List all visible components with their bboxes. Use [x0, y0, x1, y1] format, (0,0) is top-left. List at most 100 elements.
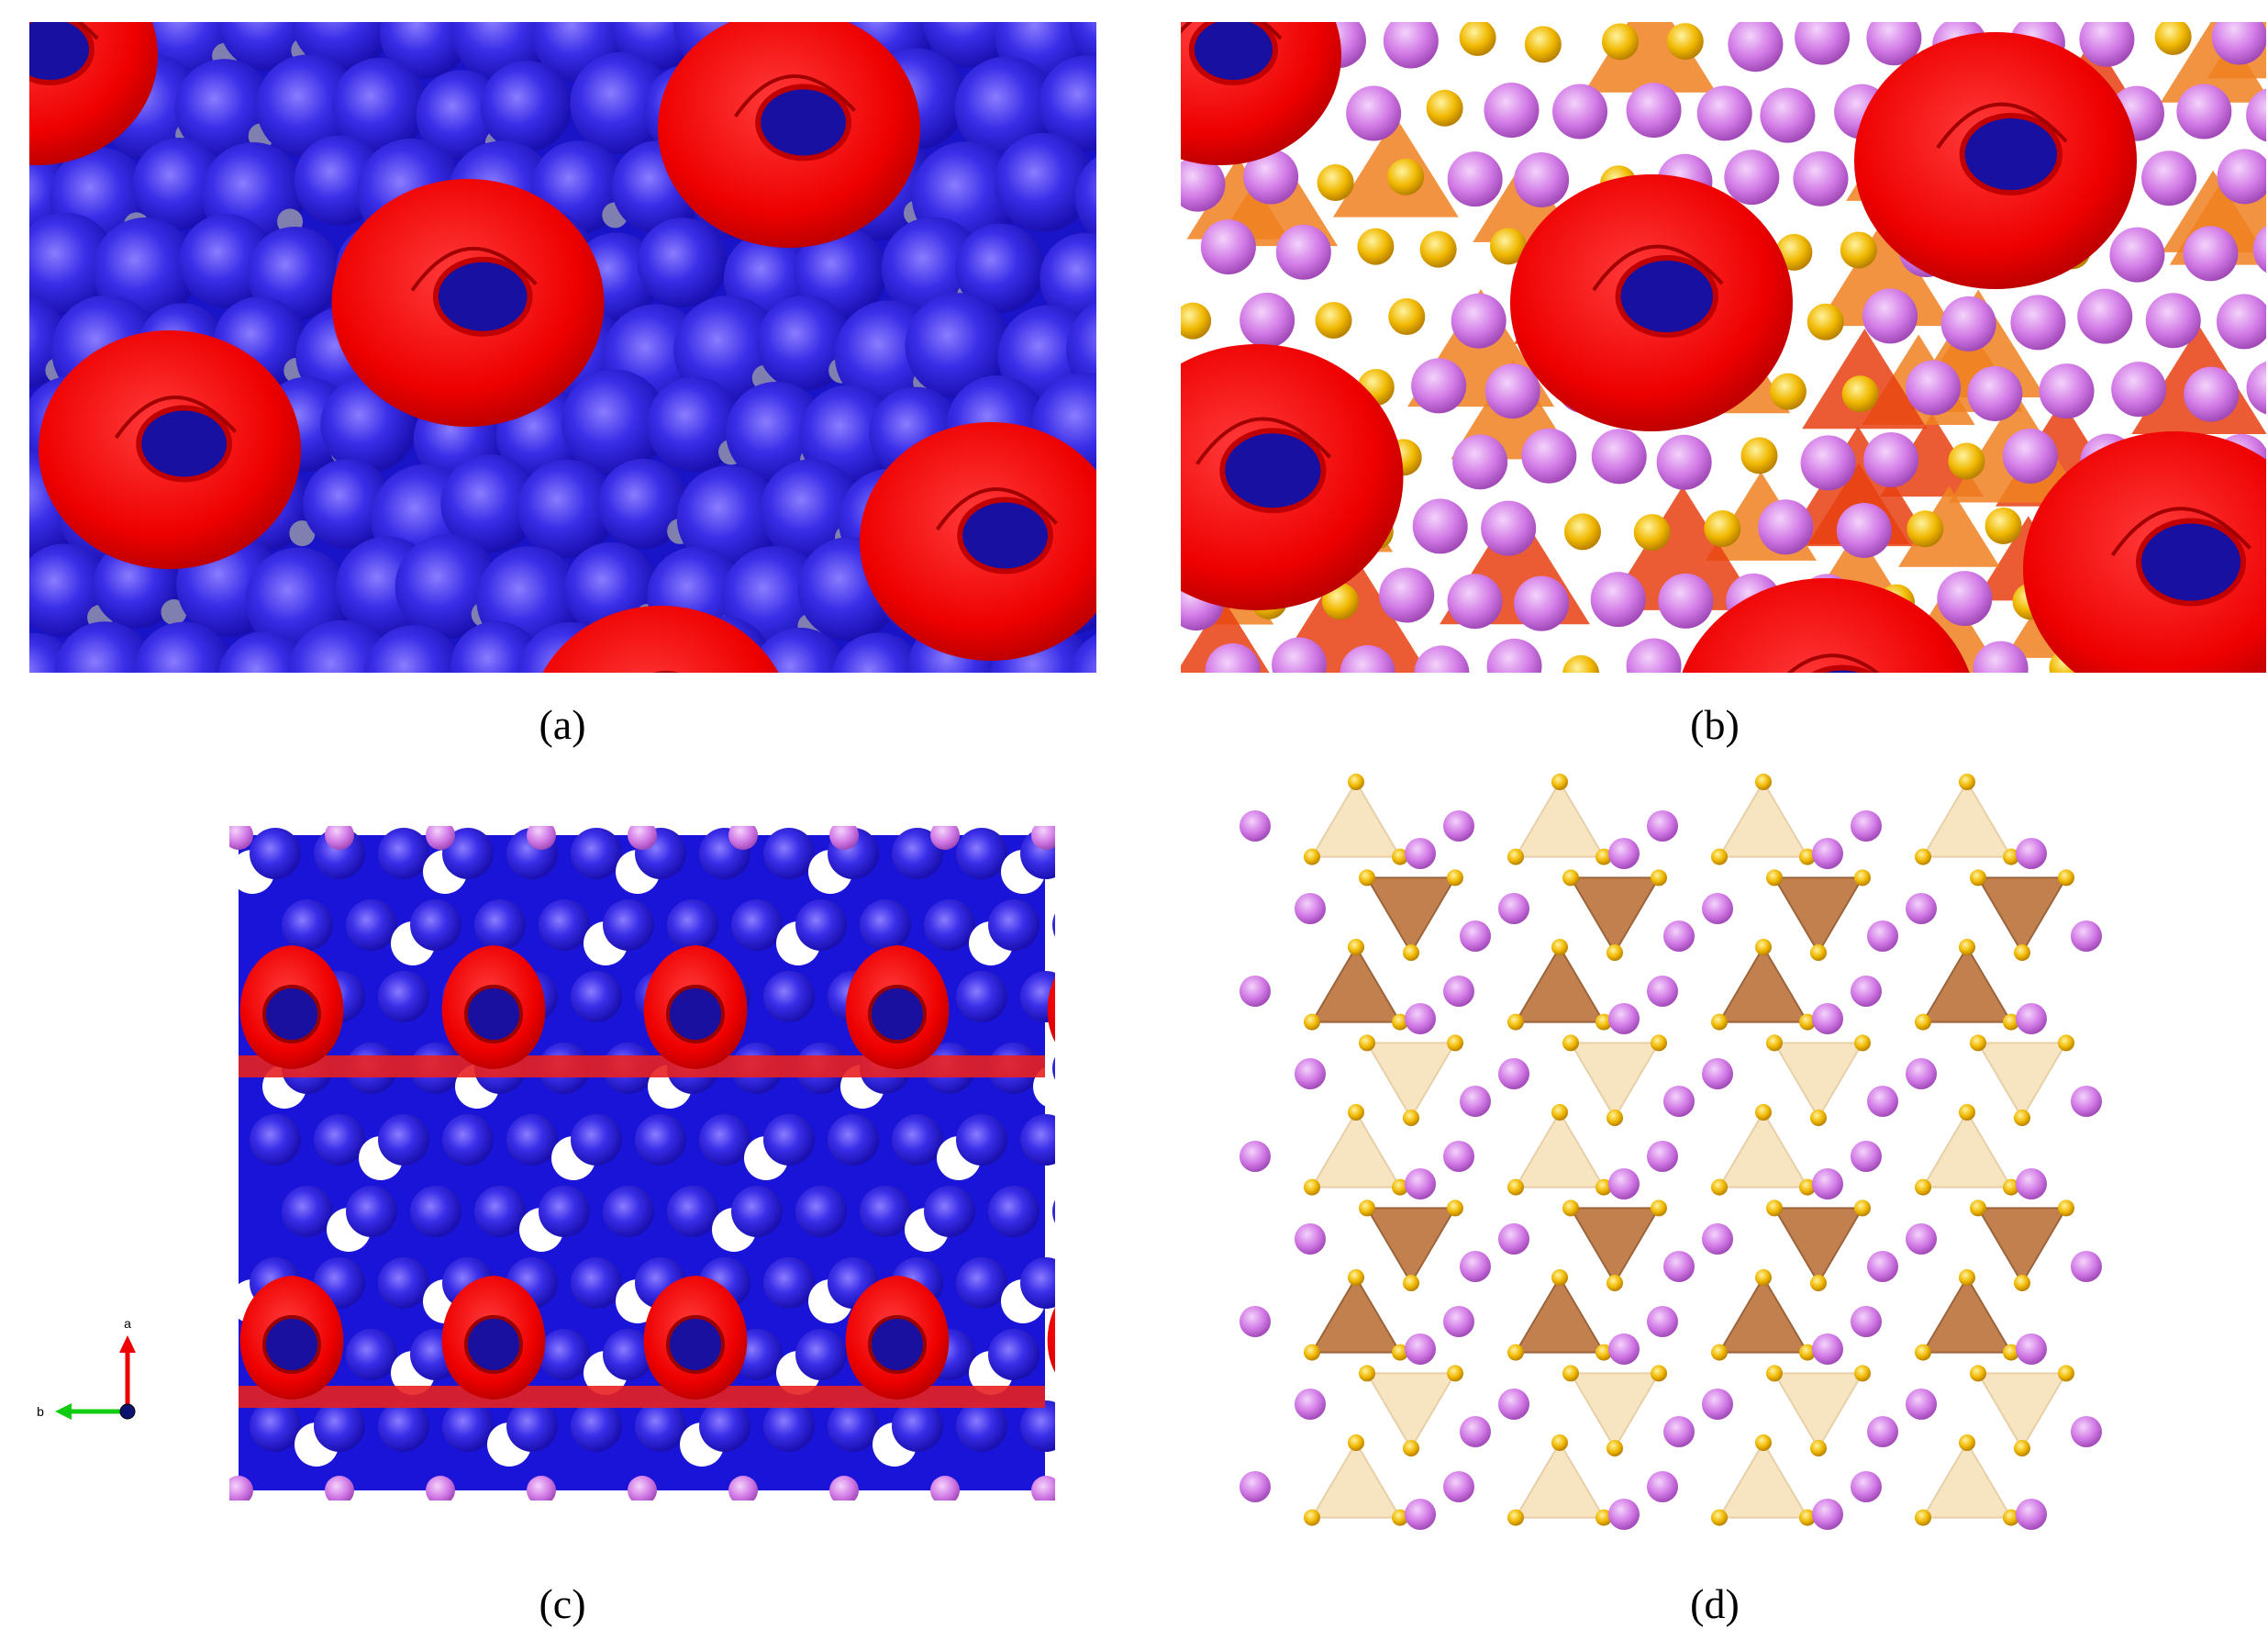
tetrahedron	[1514, 945, 1606, 1023]
atom-small	[1109, 293, 1135, 318]
edge-atom	[1031, 826, 1055, 850]
atom	[635, 1114, 686, 1166]
edge-atom	[426, 826, 455, 850]
atom	[570, 51, 673, 154]
atom	[795, 1186, 847, 1237]
atom-small	[1551, 939, 1568, 955]
atom-small	[1970, 869, 1986, 887]
atom	[1240, 292, 1295, 348]
atom-small	[1595, 1013, 1612, 1031]
atom	[250, 1400, 301, 1452]
atom-small	[1426, 89, 1463, 127]
atom	[1447, 574, 1503, 630]
axis-indicator: a b	[37, 1316, 136, 1420]
tetrahedron	[1514, 780, 1606, 858]
edge-atom	[325, 1476, 354, 1501]
atom	[892, 1114, 943, 1166]
atom	[1862, 288, 1918, 344]
atom	[1608, 1499, 1640, 1530]
atom	[1647, 1471, 1678, 1502]
atom-small	[1769, 373, 1807, 410]
atom-small	[1601, 23, 1639, 61]
atom-small	[2003, 1178, 2019, 1196]
atom	[442, 1400, 494, 1452]
atom	[1647, 976, 1678, 1007]
atom	[763, 971, 815, 1022]
atom	[1608, 1168, 1640, 1199]
atom-small	[1419, 230, 1457, 268]
atom	[1940, 296, 1996, 351]
atom	[1696, 85, 1752, 141]
atom-small	[1524, 26, 1562, 63]
atom-small	[1388, 298, 1426, 336]
atom	[134, 621, 234, 673]
atom-small	[1459, 22, 1496, 57]
edge-atom	[829, 826, 859, 850]
atom	[1836, 502, 1892, 558]
atom-small	[1984, 507, 2022, 544]
atom-small	[1403, 944, 1419, 961]
atom	[892, 1400, 943, 1452]
isosurface-rim	[114, 396, 237, 440]
isosurface-hole	[464, 985, 523, 1043]
atom	[2217, 149, 2266, 205]
atom-small	[1447, 1034, 1463, 1052]
isosurface-hole	[755, 84, 851, 162]
edge-atom	[527, 1476, 556, 1501]
atom	[571, 1257, 622, 1309]
atom	[1851, 976, 1882, 1007]
atom	[2184, 366, 2240, 422]
atom	[539, 1186, 590, 1237]
edge-atom	[229, 826, 253, 850]
atom	[763, 1114, 815, 1166]
atom	[1663, 1086, 1695, 1117]
atom	[1608, 1003, 1640, 1034]
edge-atom	[628, 826, 657, 850]
atom	[924, 1186, 975, 1237]
atom-small	[1359, 1365, 1375, 1382]
atom	[1591, 429, 1647, 485]
atom	[731, 1186, 783, 1237]
atom-small	[1959, 939, 1975, 955]
atom	[1647, 1306, 1678, 1337]
atom	[314, 1400, 365, 1452]
atom-small	[128, 686, 154, 712]
polyhedron	[2160, 22, 2266, 103]
atom	[1906, 893, 1937, 924]
atom	[282, 899, 333, 951]
atom-small	[2014, 1275, 2030, 1291]
panel-label: (b)	[1690, 701, 1740, 748]
atom-small	[2014, 1110, 2030, 1126]
atom-small	[2014, 1440, 2030, 1456]
tetrahedron	[1921, 780, 2013, 858]
atom-small	[1304, 1344, 1320, 1361]
atom	[517, 459, 617, 559]
atom	[1405, 1333, 1436, 1365]
atom-small	[1915, 1344, 1931, 1361]
polyhedron	[1817, 217, 1953, 327]
atom	[1443, 1141, 1474, 1172]
atom-small	[1810, 1275, 1827, 1291]
atom-small	[2058, 1365, 2074, 1382]
atom-small	[1766, 1365, 1783, 1382]
tetrahedron	[1569, 876, 1661, 954]
atom-small	[1387, 158, 1425, 195]
isosurface-rim	[652, 671, 679, 673]
atom	[1812, 1333, 1843, 1365]
polyhedron	[1605, 485, 1761, 610]
isosurface-hole	[1072, 1317, 1127, 1372]
atom	[1295, 1223, 1326, 1255]
isosurface-hole	[868, 1315, 927, 1374]
tetrahedron	[1773, 876, 1864, 954]
atom	[1379, 567, 1435, 623]
atom	[2071, 1086, 2102, 1117]
atom	[988, 899, 1040, 951]
atom	[798, 385, 901, 486]
atom	[2071, 1251, 2102, 1282]
atom-small	[1359, 869, 1375, 887]
isosurface	[1047, 1307, 1055, 1373]
atom	[2016, 1333, 2047, 1365]
atom-small	[1551, 1269, 1568, 1286]
atom	[1443, 1306, 1474, 1337]
atom	[1484, 83, 1540, 139]
